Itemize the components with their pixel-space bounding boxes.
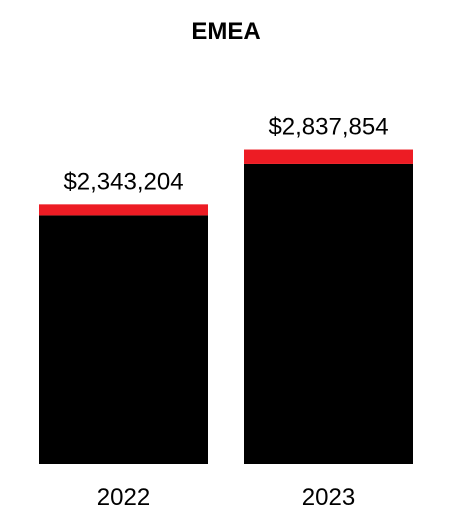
x-tick-label-2022: 2022 <box>97 484 150 511</box>
bar-2022 <box>39 215 208 464</box>
bar-top-segment-2022 <box>39 204 208 216</box>
bar-top-segment-2023 <box>244 149 413 164</box>
x-tick-label-2023: 2023 <box>302 484 355 511</box>
bar-2023 <box>244 163 413 465</box>
chart-title: EMEA <box>191 18 260 45</box>
value-label-2023: $2,837,854 <box>268 114 388 141</box>
value-label-2022: $2,343,204 <box>63 168 183 195</box>
